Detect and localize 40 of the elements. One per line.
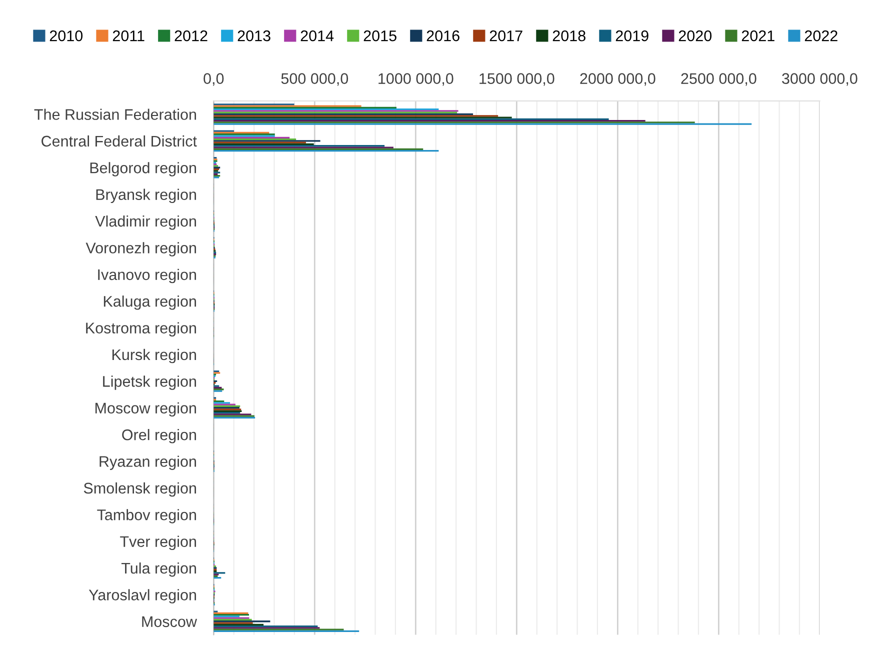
y-tick-label: Tambov region <box>97 509 196 524</box>
y-tick-label: Moscow region <box>95 402 196 417</box>
y-tick-label: The Russian Federation <box>34 108 196 120</box>
x-tick-label: 2500 000,0 <box>681 73 756 86</box>
legend-label: 2014 <box>300 30 334 42</box>
legend-label: 2019 <box>616 30 648 42</box>
x-tick-label: 1500 000,0 <box>480 73 554 86</box>
y-tick-label: Tver region <box>120 536 196 550</box>
x-tick-label: 500 000,0 <box>281 73 348 86</box>
x-tick-label: 1000 000,0 <box>378 73 454 86</box>
legend-label: 2015 <box>364 30 396 42</box>
x-tick-label: 2000 000,0 <box>580 73 656 86</box>
y-tick-label: Ivanovo region <box>98 268 196 284</box>
legend-label: 2011 <box>112 30 144 42</box>
y-tick-label: Belgorod region <box>90 162 196 176</box>
legend-label: 2016 <box>426 30 460 42</box>
legend-label: 2012 <box>174 30 208 42</box>
x-tick-label: 0,0 <box>204 73 224 86</box>
legend-label: 2010 <box>50 30 83 42</box>
y-tick-label: Smolensk region <box>84 482 196 497</box>
legend-label: 2018 <box>552 30 586 42</box>
x-tick-label: 3000 000,0 <box>782 73 858 86</box>
legend-label: 2013 <box>238 30 270 42</box>
y-tick-label: Yaroslavl region <box>88 589 196 604</box>
y-tick-label: Kostroma region <box>86 322 196 336</box>
y-tick-label: Ryazan region <box>100 456 196 470</box>
y-tick-label: Lipetsk region <box>103 376 196 390</box>
y-tick-label: Bryansk region <box>96 188 196 204</box>
y-tick-label: Orel region <box>122 429 196 444</box>
y-tick-label: Kaluga region <box>104 296 196 310</box>
y-tick-label: Moscow <box>142 616 198 628</box>
y-tick-label: Voronezh region <box>86 242 196 256</box>
legend-label: 2022 <box>804 30 838 42</box>
y-tick-label: Tula region <box>121 562 196 577</box>
legend-label: 2020 <box>678 30 712 42</box>
legend-label: 2017 <box>490 30 522 42</box>
y-tick-label: Kursk region <box>112 348 196 364</box>
legend-label: 2021 <box>742 30 774 42</box>
y-tick-label: Vladimir region <box>95 215 196 230</box>
y-tick-label: Central Federal District <box>42 135 197 147</box>
